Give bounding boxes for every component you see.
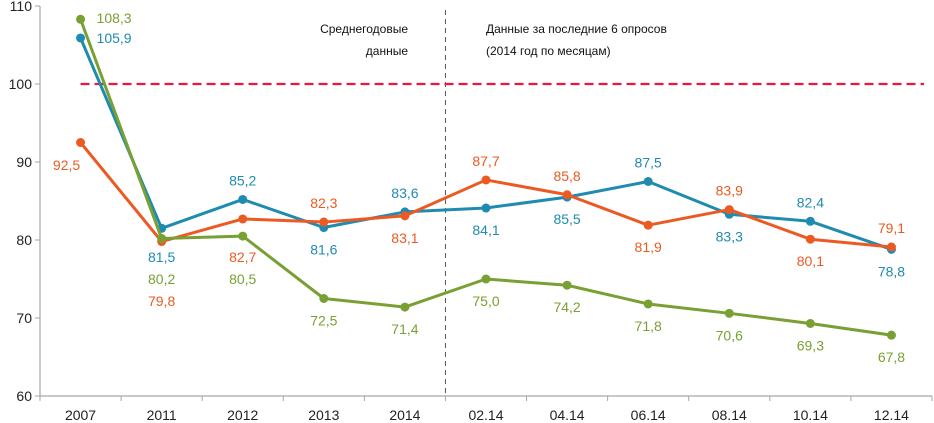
- data-point-orange: [481, 175, 491, 185]
- data-point-green: [562, 280, 572, 290]
- data-label-blue: 105,9: [97, 30, 132, 46]
- data-point-green: [400, 302, 410, 312]
- data-point-orange: [319, 217, 329, 227]
- x-tick-label: 2007: [65, 407, 96, 423]
- x-tick-label: 08.14: [712, 407, 747, 423]
- series-group: [76, 14, 896, 340]
- data-label-orange: 80,1: [797, 253, 824, 269]
- data-point-orange: [238, 214, 248, 224]
- data-label-green: 71,8: [635, 318, 662, 334]
- data-label-blue: 83,6: [391, 185, 418, 201]
- data-point-orange: [562, 190, 572, 200]
- data-label-blue: 85,5: [553, 211, 580, 227]
- y-tick-label: 70: [16, 310, 32, 326]
- data-label-orange: 85,8: [553, 168, 580, 184]
- data-label-orange: 83,1: [391, 230, 418, 246]
- data-label-green: 71,4: [391, 321, 418, 337]
- y-tick-label: 110: [10, 0, 33, 14]
- data-label-blue: 81,5: [148, 249, 175, 265]
- x-tick-label: 04.14: [550, 407, 585, 423]
- data-label-green: 72,5: [310, 313, 337, 329]
- y-tick-label: 60: [16, 388, 32, 404]
- data-point-orange: [805, 234, 815, 244]
- x-tick-label: 12.14: [874, 407, 909, 423]
- data-label-green: 69,3: [797, 337, 824, 353]
- data-label-green: 80,2: [148, 271, 175, 287]
- data-label-blue: 78,8: [878, 263, 905, 279]
- annotation-left-line1: Среднегодовые: [320, 22, 408, 36]
- data-point-orange: [400, 211, 410, 221]
- data-label-green: 74,2: [553, 299, 580, 315]
- x-tick-label: 2014: [389, 407, 420, 423]
- x-tick-label: 2011: [147, 407, 177, 423]
- data-label-green: 75,0: [472, 293, 499, 309]
- data-label-orange: 82,7: [229, 249, 256, 265]
- x-tick-label: 2013: [308, 407, 339, 423]
- data-point-orange: [643, 220, 653, 230]
- y-tick-label: 100: [9, 76, 33, 92]
- data-point-blue: [76, 33, 86, 43]
- x-tick-label: 06.14: [631, 407, 666, 423]
- data-point-orange: [724, 205, 734, 215]
- data-point-green: [724, 308, 734, 318]
- x-tick-label: 2012: [227, 407, 258, 423]
- data-point-green: [157, 233, 167, 243]
- data-label-blue: 83,3: [716, 228, 743, 244]
- data-label-blue: 82,4: [797, 194, 824, 210]
- data-label-orange: 81,9: [635, 239, 662, 255]
- data-point-green: [886, 330, 896, 340]
- data-label-blue: 87,5: [635, 155, 662, 171]
- data-point-green: [643, 299, 653, 309]
- axes: 60 70 80 90 100 110 2007 2011 2012 2013 2014 02.14 0…: [9, 0, 933, 423]
- data-point-orange: [886, 242, 896, 252]
- data-label-orange: 79,8: [148, 293, 175, 309]
- data-point-blue: [805, 216, 815, 226]
- data-point-blue: [643, 177, 653, 186]
- annotation-left-line2: данные: [366, 44, 409, 58]
- data-point-green: [238, 231, 248, 241]
- annotation-right-line1: Данные за последние 6 опросов: [486, 22, 667, 36]
- data-point-green: [319, 294, 329, 303]
- y-tick-label: 90: [16, 154, 32, 170]
- data-point-green: [481, 274, 491, 284]
- data-point-green: [76, 14, 86, 24]
- data-label-blue: 85,2: [229, 172, 256, 188]
- annotations: Среднегодовые данные Данные за последние…: [320, 22, 667, 58]
- data-point-green: [805, 318, 815, 328]
- data-point-blue: [481, 203, 491, 213]
- y-tick-label: 80: [16, 232, 32, 248]
- data-point-blue: [238, 194, 248, 204]
- x-tick-label: 02.14: [468, 407, 503, 423]
- data-label-orange: 82,3: [310, 195, 337, 211]
- data-point-orange: [76, 138, 86, 147]
- data-label-orange: 83,9: [716, 183, 743, 199]
- series-line-blue: [79, 37, 892, 251]
- data-label-blue: 84,1: [472, 222, 499, 238]
- data-label-green: 108,3: [97, 10, 132, 26]
- data-label-green: 80,5: [229, 271, 256, 287]
- data-label-green: 70,6: [716, 327, 743, 343]
- data-label-blue: 81,6: [310, 242, 337, 258]
- data-label-orange: 79,1: [878, 220, 905, 236]
- data-label-orange: 92,5: [53, 157, 80, 173]
- data-label-green: 67,8: [878, 349, 905, 365]
- data-labels: 105,9 81,5 85,2 81,6 83,6 84,1 85,5 87,5 83,3 82,…: [53, 10, 905, 365]
- x-tick-label: 10.14: [793, 407, 828, 423]
- data-label-orange: 87,7: [472, 153, 499, 169]
- annotation-right-line2: (2014 год по месяцам): [486, 44, 611, 58]
